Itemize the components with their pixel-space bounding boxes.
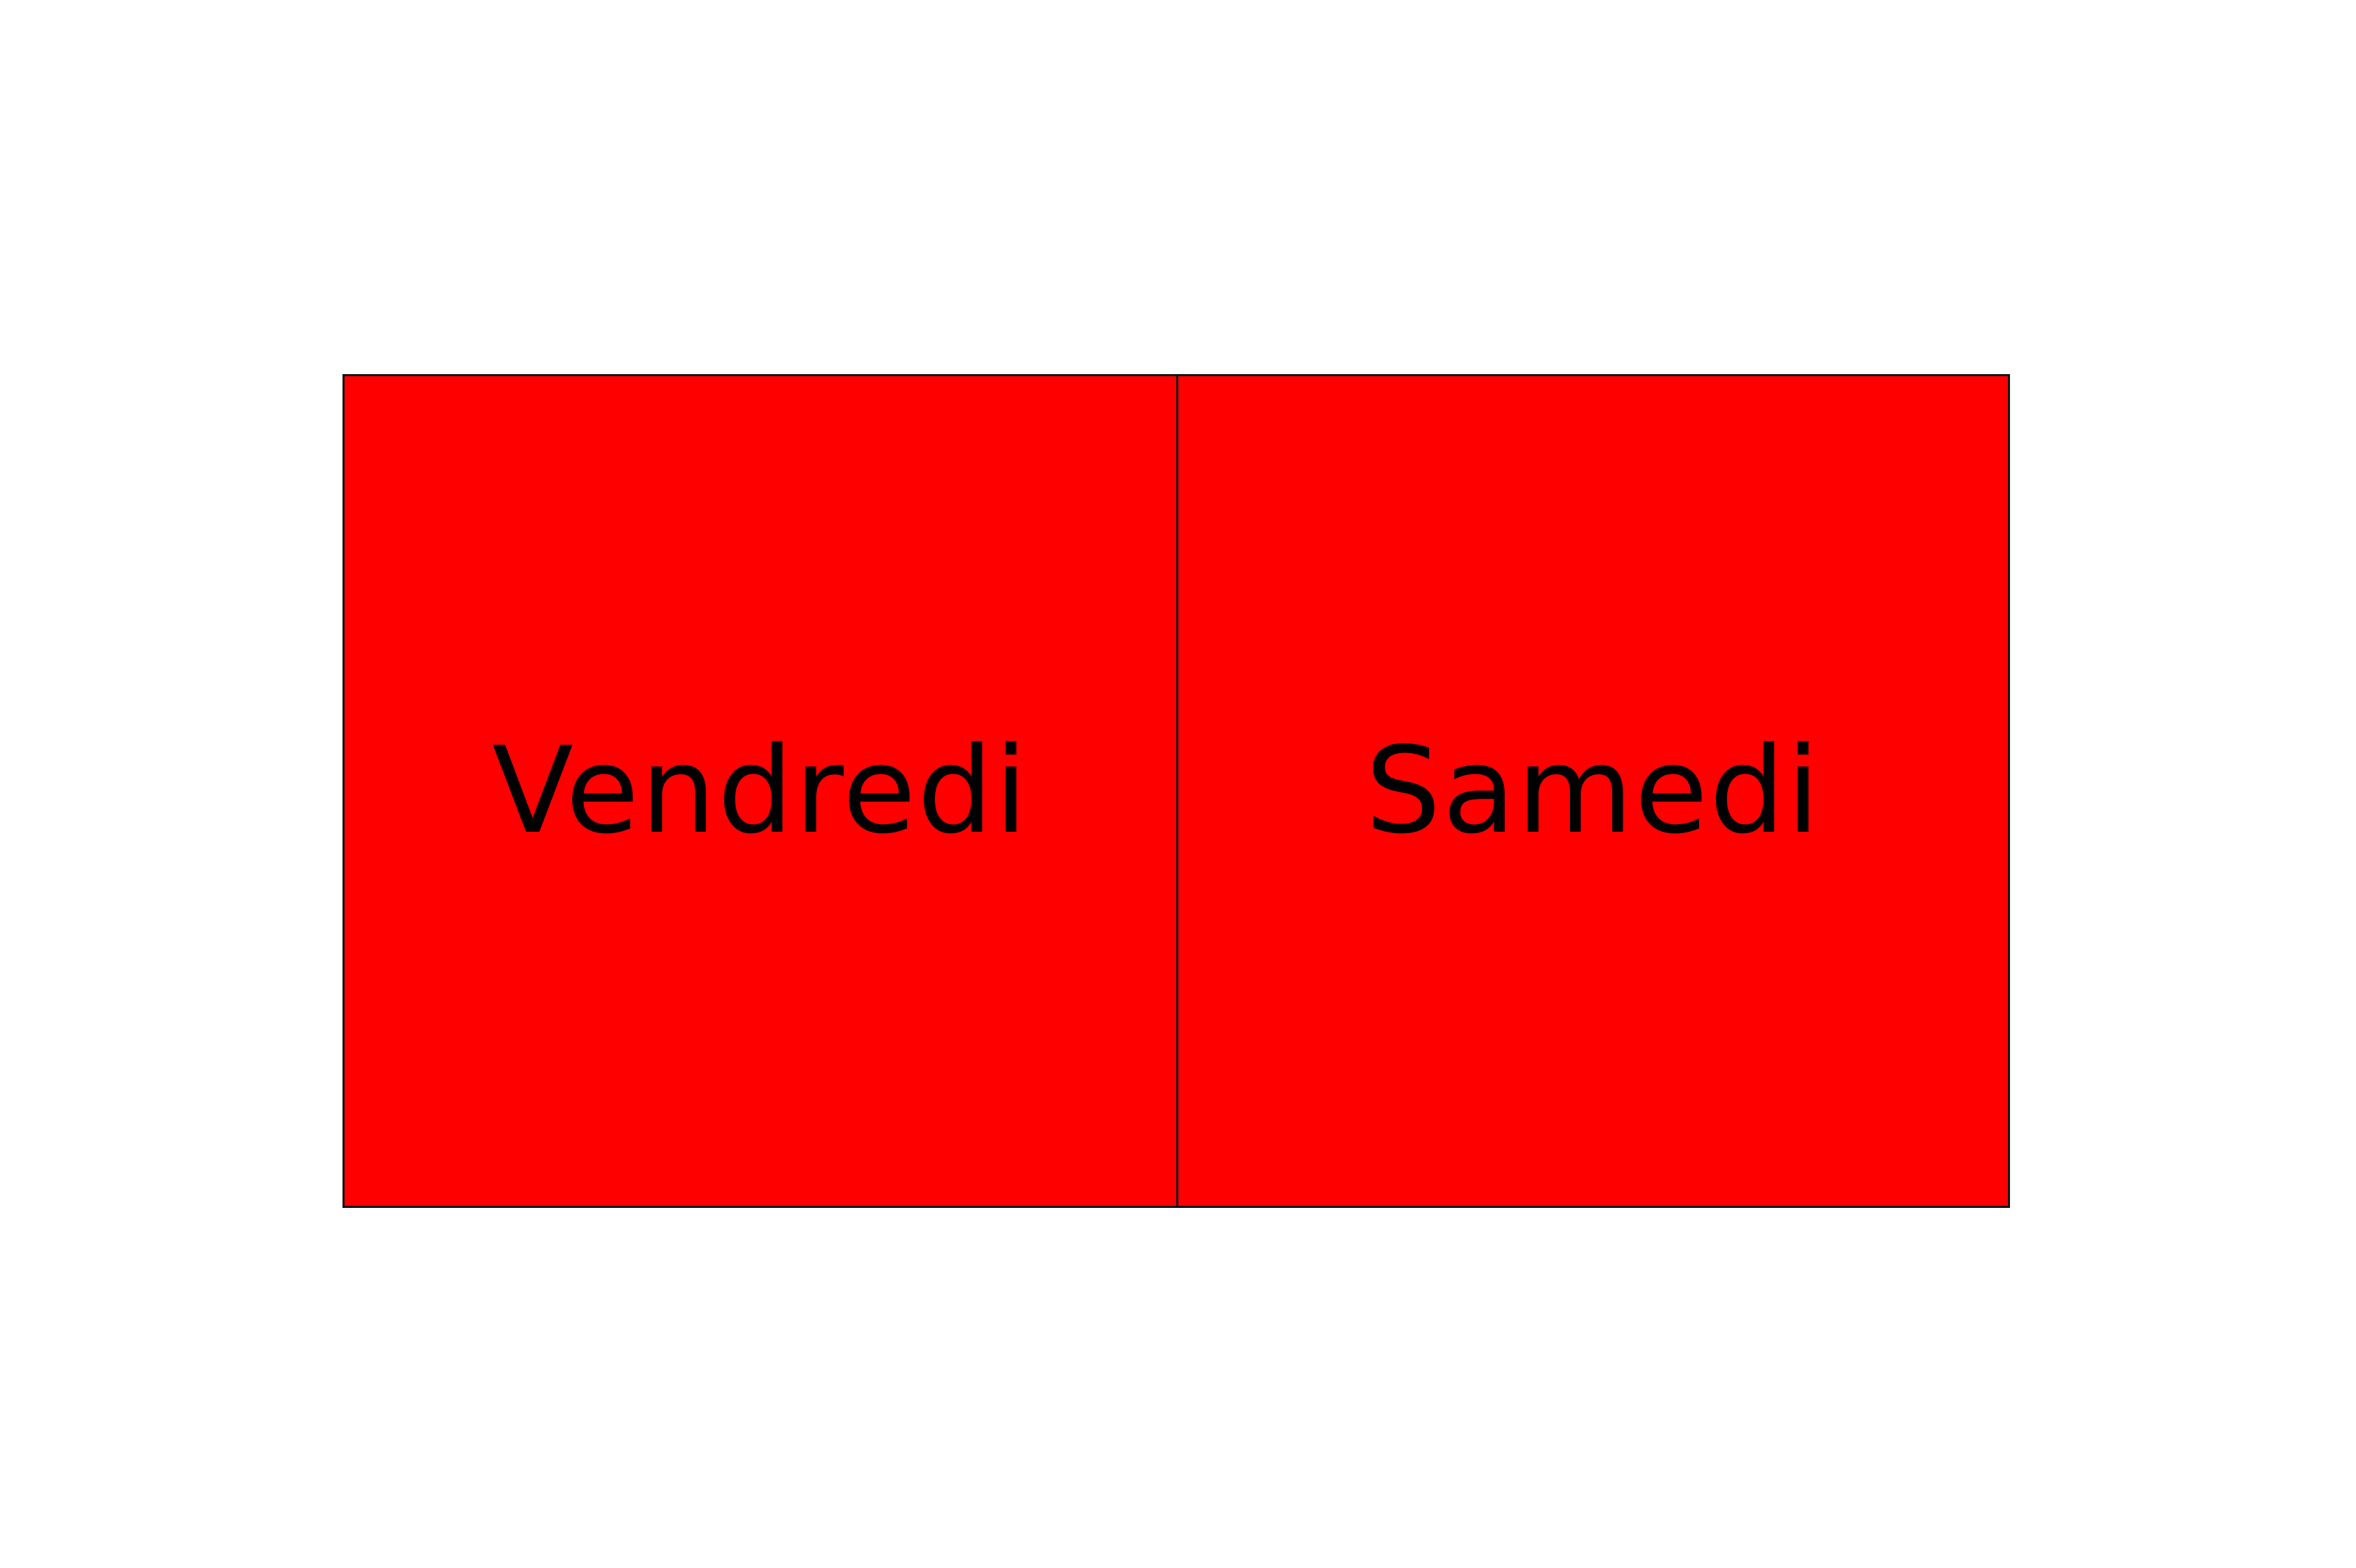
card-samedi[interactable]: Samedi	[1176, 376, 2008, 1206]
card-vendredi[interactable]: Vendredi	[345, 376, 1176, 1206]
card-label-samedi: Samedi	[1365, 722, 1821, 861]
day-cards: Vendredi Samedi	[342, 374, 2010, 1208]
card-label-vendredi: Vendredi	[491, 722, 1030, 861]
